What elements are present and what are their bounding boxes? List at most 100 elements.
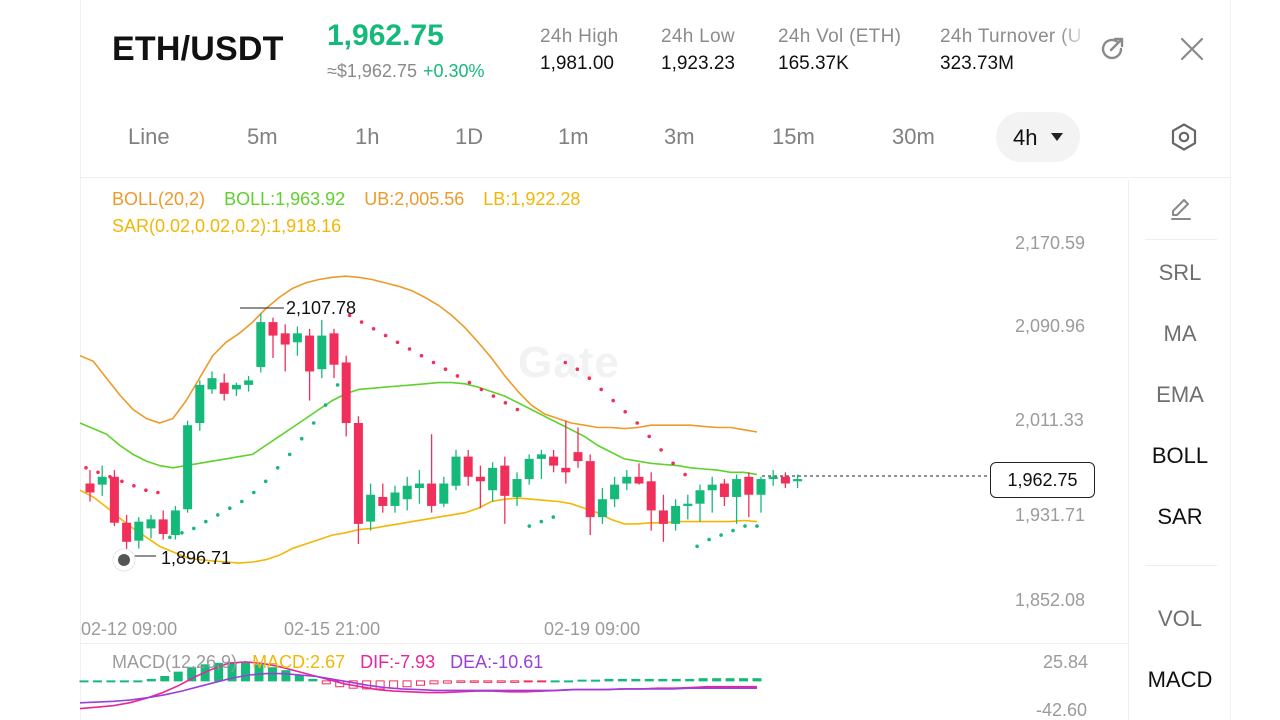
macd-bar-down (429, 680, 439, 685)
macd-bar-up (106, 680, 116, 683)
indicator-ema[interactable]: EMA (1156, 382, 1204, 407)
sar-dot (491, 394, 496, 398)
candle-up (231, 384, 241, 390)
macd-bar-up (752, 678, 762, 682)
pencil-icon[interactable] (1167, 195, 1195, 223)
candle-up (195, 384, 205, 423)
macd-bar-up (725, 678, 735, 682)
candle-up (256, 322, 266, 367)
macd-bar-down (469, 680, 479, 683)
candle-down (475, 476, 485, 482)
candle-up (97, 476, 107, 485)
sar-dot (252, 490, 256, 495)
price-axis-label: 2,090.96 (1015, 316, 1086, 336)
tab-30m[interactable]: 30m (892, 124, 935, 149)
close-icon[interactable] (1177, 34, 1207, 64)
boll-upper-line (79, 275, 758, 433)
indicator-srl[interactable]: SRL (1158, 260, 1202, 285)
tab-1m[interactable]: 1m (558, 124, 589, 149)
candle-down (329, 333, 339, 365)
chart-top-divider (80, 177, 1230, 178)
candle-down (280, 333, 290, 345)
tab-1h[interactable]: 1h (355, 124, 380, 149)
macd-dea: DEA:-10.61 (450, 652, 544, 672)
sar-dot (755, 524, 759, 528)
macd-legend: MACD(12,26,9) MACD:2.67 DIF:-7.93 DEA:-1… (112, 652, 543, 673)
sar-dot (587, 376, 592, 381)
indicator-vol[interactable]: VOL (1157, 606, 1203, 631)
macd-bar-up (187, 667, 197, 682)
sar-dot (204, 519, 208, 524)
price-chart[interactable] (0, 0, 1128, 720)
macd-bar-up (241, 662, 251, 682)
candle-up (597, 499, 607, 518)
sar-dot (192, 526, 196, 531)
candle-up (793, 479, 803, 482)
tab-1d[interactable]: 1D (455, 124, 484, 149)
indicator-sar[interactable]: SAR (1157, 504, 1203, 529)
sar-dot (551, 515, 556, 519)
indicator-macd[interactable]: MACD (1147, 667, 1213, 692)
sar-dot (120, 479, 124, 484)
sar-dot (132, 484, 136, 488)
approx-price-value: ≈$1,962.75 (327, 61, 417, 81)
tab-5m[interactable]: 5m (247, 124, 278, 149)
candle-up (146, 519, 156, 529)
tab-4h-selected[interactable]: 4h (996, 112, 1080, 162)
macd-bar-down (402, 680, 412, 688)
sar-dot (395, 340, 400, 345)
candle-up (622, 476, 632, 484)
tab-15m[interactable]: 15m (772, 124, 815, 149)
sar-dot (563, 360, 568, 365)
candle-up (414, 483, 424, 489)
sar-dot (144, 488, 148, 493)
indicator-boll[interactable]: BOLL (1151, 443, 1209, 468)
sar-dot (719, 533, 723, 537)
pair-title: ETH/USDT (112, 30, 284, 68)
candles (85, 313, 803, 550)
sar-dot (455, 374, 460, 378)
stat-low-label: 24h Low (661, 26, 735, 47)
candle-down (658, 510, 668, 524)
candle-up (292, 333, 302, 343)
macd-bar-up (644, 678, 654, 682)
candle-down (646, 481, 656, 511)
stat-turnover: 24h Turnover (U 323.73M (940, 26, 1090, 75)
sar-dot (731, 528, 735, 533)
sar-dot (371, 327, 376, 331)
current-price-tag[interactable]: 1,962.75 (990, 462, 1095, 498)
macd-divider (80, 643, 1128, 644)
candle-down (219, 382, 229, 394)
macd-dea-line (79, 672, 757, 704)
macd-bar-down (375, 680, 385, 690)
indicator-ma[interactable]: MA (1163, 321, 1197, 346)
stat-volume: 24h Vol (ETH) 165.37K (778, 26, 901, 75)
sar-dot (431, 360, 436, 365)
macd-bar-up (739, 678, 749, 682)
candle-down (634, 476, 644, 484)
candle-down (561, 467, 571, 473)
candle-up (488, 467, 498, 491)
time-axis-label: 02-12 09:00 (81, 619, 178, 639)
candle-up (390, 492, 400, 506)
tab-3m[interactable]: 3m (664, 124, 695, 149)
macd-bar-down (389, 680, 399, 689)
tab-line[interactable]: Line (128, 124, 170, 149)
macd-bar-up (160, 675, 170, 682)
sar-dot (623, 410, 627, 414)
candle-up (756, 479, 766, 495)
panel-divider (1145, 239, 1217, 240)
macd-bar-up (146, 678, 156, 682)
sar-dot (671, 461, 675, 466)
candle-down (305, 335, 315, 372)
candle-up (317, 335, 327, 370)
tab-4h-label: 4h (1013, 125, 1038, 150)
sar-dot (443, 367, 448, 372)
sar-dot (599, 387, 603, 392)
candle-up (134, 521, 144, 541)
share-icon[interactable] (1097, 34, 1127, 64)
candle-down (719, 483, 729, 497)
hexagon-settings-icon[interactable] (1169, 122, 1199, 152)
macd-bar-up (133, 680, 143, 683)
candle-down (780, 476, 790, 484)
